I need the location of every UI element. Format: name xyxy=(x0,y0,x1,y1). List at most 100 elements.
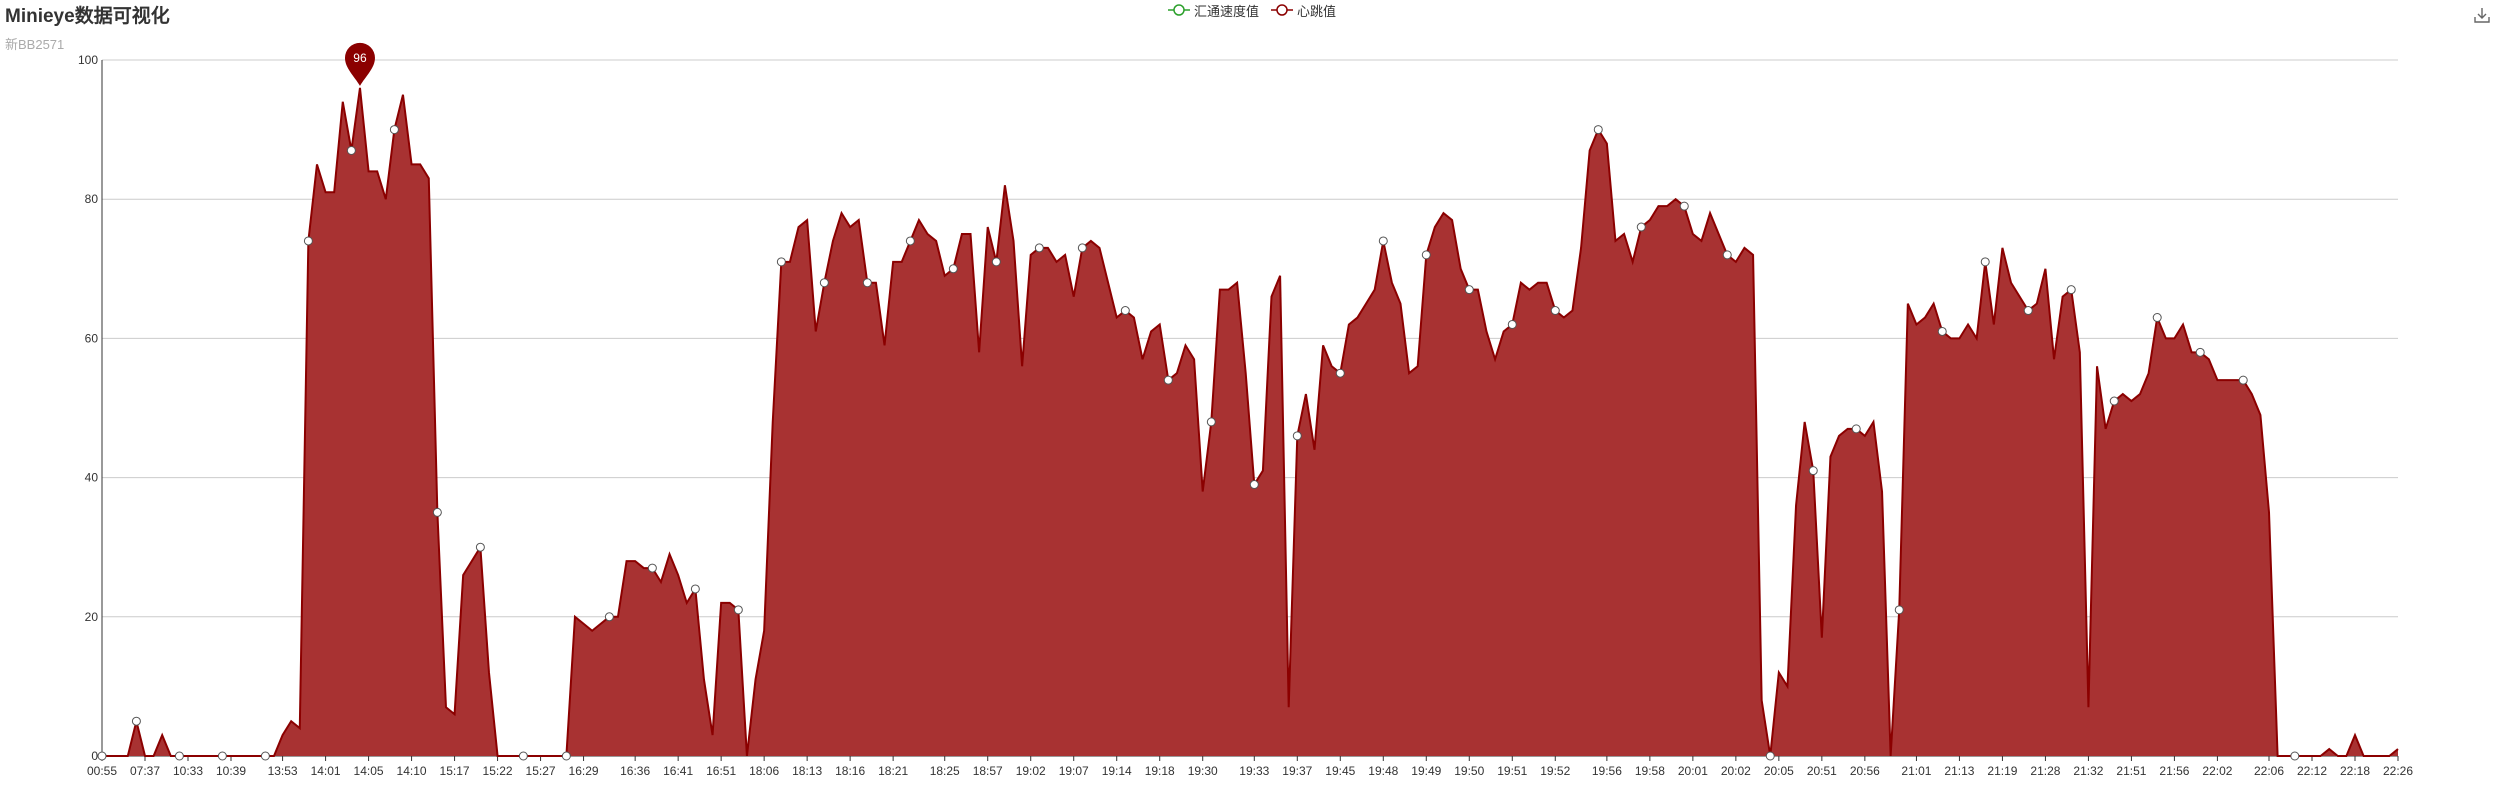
data-point-marker xyxy=(1851,424,1861,434)
legend-label-heartbeat: 心跳值 xyxy=(1297,3,1337,19)
data-point-marker xyxy=(991,257,1001,267)
data-point-marker xyxy=(518,751,528,761)
legend: 汇通速度值 心跳值 xyxy=(1168,0,1336,20)
legend-line-circle-icon xyxy=(1168,4,1190,16)
x-tick-label: 19:30 xyxy=(1188,764,1218,778)
x-tick-label: 16:36 xyxy=(620,764,650,778)
x-tick-label: 21:51 xyxy=(2116,764,2146,778)
max-value-label: 96 xyxy=(353,51,367,65)
x-tick-label: 19:50 xyxy=(1454,764,1484,778)
data-point-marker xyxy=(647,563,657,573)
x-tick-label: 20:02 xyxy=(1721,764,1751,778)
x-tick-label: 19:52 xyxy=(1540,764,1570,778)
x-tick-label: 19:37 xyxy=(1282,764,1312,778)
x-tick-label: 21:13 xyxy=(1944,764,1974,778)
x-tick-label: 18:16 xyxy=(835,764,865,778)
data-point-marker xyxy=(905,236,915,246)
data-point-marker xyxy=(1464,285,1474,295)
x-tick-label: 19:58 xyxy=(1635,764,1665,778)
data-point-marker xyxy=(1206,417,1216,427)
x-tick-label: 14:10 xyxy=(397,764,427,778)
x-tick-label: 19:45 xyxy=(1325,764,1355,778)
data-point-marker xyxy=(1636,222,1646,232)
x-tick-label: 15:27 xyxy=(526,764,556,778)
data-point-marker xyxy=(1077,243,1087,253)
data-point-marker xyxy=(260,751,270,761)
data-point-marker xyxy=(1249,480,1259,490)
data-point-marker xyxy=(1507,319,1517,329)
download-icon[interactable] xyxy=(2473,6,2491,24)
x-tick-label: 13:53 xyxy=(268,764,298,778)
x-tick-label: 15:17 xyxy=(440,764,470,778)
data-point-marker xyxy=(2023,306,2033,316)
x-tick-label: 19:18 xyxy=(1145,764,1175,778)
y-tick-label: 40 xyxy=(85,471,99,485)
series-line-heartbeat xyxy=(102,87,2399,757)
data-point-marker xyxy=(948,264,958,274)
x-tick-label: 21:28 xyxy=(2030,764,2060,778)
x-tick-label: 16:51 xyxy=(706,764,736,778)
y-tick-label: 100 xyxy=(78,53,98,67)
x-tick-label: 22:18 xyxy=(2340,764,2370,778)
chart-title: Minieye数据可视化 xyxy=(5,6,170,27)
data-point-marker xyxy=(2152,313,2162,323)
data-point-marker xyxy=(1120,306,1130,316)
x-tick-label: 22:12 xyxy=(2297,764,2327,778)
x-tick-label: 21:32 xyxy=(2073,764,2103,778)
x-tick-label: 22:26 xyxy=(2383,764,2413,778)
x-tick-label: 19:49 xyxy=(1411,764,1441,778)
x-tick-label: 19:14 xyxy=(1102,764,1132,778)
x-tick-label: 18:06 xyxy=(749,764,779,778)
data-point-marker xyxy=(1292,431,1302,441)
data-point-marker xyxy=(2109,396,2119,406)
x-tick-label: 19:02 xyxy=(1016,764,1046,778)
x-tick-label: 21:01 xyxy=(1901,764,1931,778)
legend-item-speed[interactable]: 汇通速度值 xyxy=(1168,1,1259,20)
data-point-marker xyxy=(389,125,399,135)
x-tick-label: 07:37 xyxy=(130,764,160,778)
y-tick-label: 20 xyxy=(85,610,99,624)
x-tick-label: 10:33 xyxy=(173,764,203,778)
data-point-marker xyxy=(2238,375,2248,385)
x-tick-label: 16:41 xyxy=(663,764,693,778)
data-point-marker xyxy=(1894,605,1904,615)
x-tick-label: 19:07 xyxy=(1059,764,1089,778)
x-tick-label: 18:57 xyxy=(973,764,1003,778)
data-point-marker xyxy=(346,145,356,155)
data-point-marker xyxy=(1593,125,1603,135)
data-point-marker xyxy=(1722,250,1732,260)
data-point-marker xyxy=(819,278,829,288)
data-point-marker xyxy=(475,542,485,552)
x-tick-label: 20:05 xyxy=(1764,764,1794,778)
data-point-marker xyxy=(1765,751,1775,761)
x-tick-label: 20:51 xyxy=(1807,764,1837,778)
data-point-marker xyxy=(1378,236,1388,246)
title-block: Minieye数据可视化 新BB2571 xyxy=(5,0,170,53)
x-tick-label: 18:13 xyxy=(792,764,822,778)
x-tick-label: 22:06 xyxy=(2254,764,2284,778)
x-tick-label: 18:21 xyxy=(878,764,908,778)
x-tick-label: 22:02 xyxy=(2202,764,2232,778)
data-point-marker xyxy=(97,751,107,761)
legend-line-circle-icon xyxy=(1271,4,1294,16)
y-tick-label: 0 xyxy=(91,749,98,763)
x-tick-label: 19:33 xyxy=(1239,764,1269,778)
x-tick-label: 16:29 xyxy=(569,764,599,778)
y-tick-label: 60 xyxy=(85,331,99,345)
data-point-marker xyxy=(432,507,442,517)
data-point-marker xyxy=(690,584,700,594)
data-point-marker xyxy=(1679,201,1689,211)
data-point-marker xyxy=(604,612,614,622)
data-point-marker xyxy=(1335,368,1345,378)
data-point-marker xyxy=(2066,285,2076,295)
data-point-marker xyxy=(1550,306,1560,316)
x-tick-label: 15:22 xyxy=(483,764,513,778)
data-point-marker xyxy=(1937,326,1947,336)
data-point-marker xyxy=(1421,250,1431,260)
x-tick-label: 21:19 xyxy=(1987,764,2017,778)
data-point-marker xyxy=(1808,466,1818,476)
legend-item-heartbeat[interactable]: 心跳值 xyxy=(1271,1,1336,20)
x-tick-label: 21:56 xyxy=(2159,764,2189,778)
data-point-marker xyxy=(733,605,743,615)
